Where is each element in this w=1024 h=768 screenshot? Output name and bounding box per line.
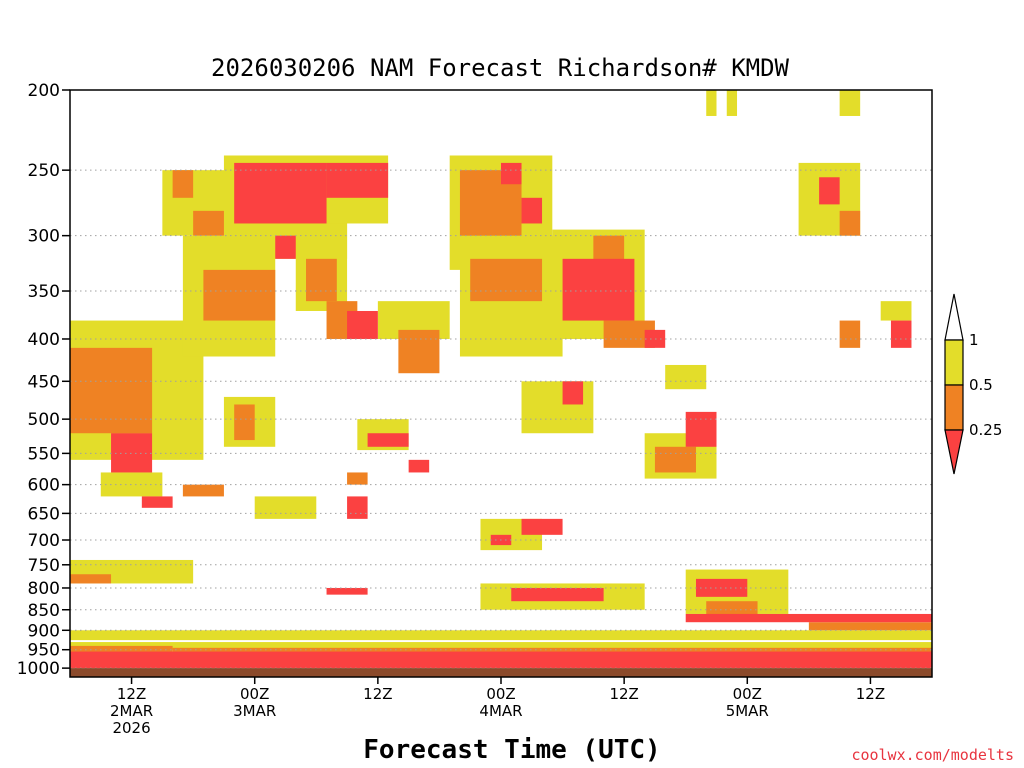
ri-cell-high	[706, 90, 717, 116]
ri-cell-mid	[172, 170, 194, 198]
ri-cell-low	[521, 518, 563, 535]
colorbar-bin-mid	[944, 384, 964, 431]
y-tick-label: 300	[28, 227, 60, 247]
ri-cell-mid	[70, 574, 112, 584]
y-tick-label: 250	[28, 161, 60, 181]
ground-layer	[70, 668, 932, 677]
ri-cell-mid	[470, 258, 543, 302]
colorbar-top-triangle	[944, 293, 964, 341]
x-tick-label: 2026	[112, 719, 150, 737]
ri-cell-low	[890, 320, 912, 348]
colorbar-legend: 1 0.5 0.25	[944, 293, 1002, 475]
colorbar-tick-label: 0.25	[969, 421, 1002, 439]
y-tick-label: 1000	[17, 659, 60, 679]
ri-cell-low	[141, 496, 173, 508]
ri-cell-high	[839, 90, 861, 116]
ri-cell-mid	[347, 472, 368, 485]
ri-cell-mid	[234, 404, 255, 441]
ri-cell-high	[254, 496, 317, 519]
ri-cell-low	[511, 587, 604, 602]
x-tick-label: 00Z	[486, 685, 515, 703]
y-tick-label: 900	[28, 621, 60, 641]
y-tick-label: 650	[28, 504, 60, 524]
y-tick-label: 750	[28, 556, 60, 576]
ri-cell-low	[695, 578, 748, 597]
x-tick-label: 2MAR	[110, 702, 153, 720]
colorbar-bottom-triangle	[944, 429, 964, 475]
ri-cell-high	[100, 472, 163, 497]
ri-cell-low	[70, 651, 932, 669]
x-tick-label: 00Z	[240, 685, 269, 703]
ri-cell-low	[111, 433, 153, 473]
y-tick-label: 800	[28, 579, 60, 599]
ri-cell-high	[665, 364, 707, 390]
y-tick-label: 950	[28, 641, 60, 661]
heatmap-cells	[70, 90, 933, 669]
ri-cell-low	[644, 329, 666, 348]
x-tick-label: 4MAR	[479, 702, 522, 720]
y-tick-label: 200	[28, 81, 60, 101]
ri-cell-low	[326, 587, 368, 595]
ri-cell-low	[562, 258, 635, 321]
ri-cell-mid	[808, 622, 932, 631]
colorbar-tick-label: 0.5	[969, 376, 993, 394]
ri-cell-low	[234, 162, 327, 224]
ri-cell-low	[347, 310, 378, 339]
ri-cell-mid	[70, 347, 153, 434]
x-axis-label: Forecast Time (UTC)	[363, 735, 660, 765]
ri-cell-mid	[654, 446, 696, 473]
y-tick-label: 450	[28, 372, 60, 392]
ri-cell-low	[275, 235, 296, 259]
ri-cell-mid	[193, 210, 224, 236]
x-tick-label: 12Z	[609, 685, 638, 703]
ri-cell-low	[685, 613, 932, 623]
y-tick-label: 600	[28, 476, 60, 496]
x-tick-label: 12Z	[363, 685, 392, 703]
ri-cell-high	[880, 301, 912, 321]
ri-cell-low	[347, 496, 368, 519]
ri-cell-low	[326, 162, 389, 198]
ri-cell-low	[367, 433, 409, 447]
ri-cell-mid	[172, 647, 933, 654]
y-tick-label: 350	[28, 282, 60, 302]
ri-cell-low	[501, 162, 522, 185]
ri-cell-low	[819, 177, 840, 205]
ri-cell-low	[562, 381, 584, 405]
ri-cell-low	[685, 411, 717, 447]
colorbar-tick-label: 1	[969, 331, 979, 349]
y-tick-label: 400	[28, 330, 60, 350]
ri-cell-mid	[706, 601, 758, 619]
ri-cell-low	[521, 197, 543, 224]
ri-cell-low	[408, 459, 430, 473]
ri-cell-mid	[839, 320, 861, 348]
x-tick-label: 12Z	[117, 685, 146, 703]
colorbar-bin-high	[944, 339, 964, 386]
y-tick-label: 700	[28, 531, 60, 551]
ri-cell-mid	[203, 269, 276, 321]
y-tick-label: 850	[28, 601, 60, 621]
x-tick-label: 00Z	[733, 685, 762, 703]
x-tick-label: 12Z	[856, 685, 885, 703]
y-axis: 200 250 300 350 400 450 500 550 600 650 700 750 8008…	[17, 81, 70, 679]
ri-cell-mid	[398, 329, 440, 374]
ri-cell-high	[70, 630, 932, 641]
x-tick-label: 5MAR	[726, 702, 769, 720]
y-tick-label: 550	[28, 444, 60, 464]
ri-cell-mid	[182, 484, 224, 497]
chart-title: 2026030206 NAM Forecast Richardson# KMDW	[211, 54, 790, 82]
ri-cell-high	[70, 642, 932, 650]
ri-cell-mid	[839, 210, 861, 236]
ri-cell-mid	[306, 258, 337, 302]
x-tick-label: 3MAR	[233, 702, 276, 720]
site-credit[interactable]: coolwx.com/modelts	[851, 746, 1014, 764]
ri-cell-high	[726, 90, 738, 116]
y-tick-label: 500	[28, 410, 60, 430]
